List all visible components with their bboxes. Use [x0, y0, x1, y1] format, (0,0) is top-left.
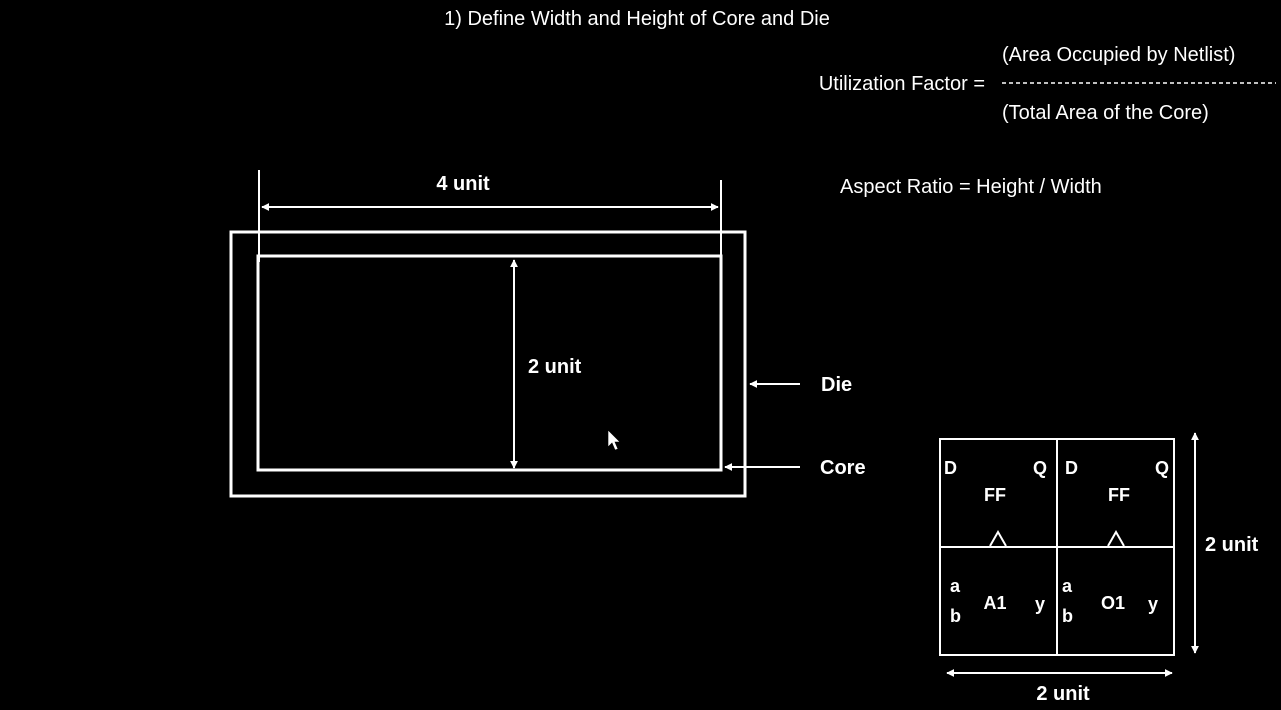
mouse-pointer-icon: [607, 429, 621, 451]
a1-input-a: a: [950, 576, 961, 596]
flip-flop-2: D Q FF: [1065, 458, 1169, 547]
a1-name: A1: [983, 593, 1006, 613]
aspect-ratio-formula: Aspect Ratio = Height / Width: [840, 176, 1102, 198]
ff1-d-pin: D: [944, 458, 957, 478]
o1-input-b: b: [1062, 606, 1073, 626]
ff1-name: FF: [984, 485, 1006, 505]
o1-name: O1: [1101, 593, 1125, 613]
a1-output-y: y: [1035, 594, 1045, 614]
utilization-denominator: (Total Area of the Core): [1002, 102, 1209, 124]
and-gate-a1: a b A1 y: [950, 576, 1045, 626]
ff1-q-pin: Q: [1033, 458, 1047, 478]
flip-flop-1: D Q FF: [944, 458, 1047, 547]
die-outline: [229, 230, 747, 498]
utilization-factor-label: Utilization Factor =: [819, 73, 985, 95]
ff2-name: FF: [1108, 485, 1130, 505]
ff2-d-pin: D: [1065, 458, 1078, 478]
core-height-label: 2 unit: [528, 356, 582, 378]
o1-input-a: a: [1062, 576, 1073, 596]
die-label: Die: [821, 374, 852, 396]
a1-input-b: b: [950, 606, 961, 626]
ff1-clock-icon: [989, 529, 1007, 547]
core-outline: [256, 254, 723, 472]
ff2-clock-icon: [1107, 529, 1125, 547]
core-width-label: 4 unit: [436, 173, 490, 195]
core-label: Core: [820, 457, 866, 479]
or-gate-o1: a b O1 y: [1062, 576, 1158, 626]
slide-title: 1) Define Width and Height of Core and D…: [444, 8, 830, 30]
netlist-height-label: 2 unit: [1205, 534, 1259, 556]
utilization-numerator: (Area Occupied by Netlist): [1002, 44, 1235, 66]
o1-output-y: y: [1148, 594, 1158, 614]
netlist-width-label: 2 unit: [1036, 683, 1090, 705]
ff2-q-pin: Q: [1155, 458, 1169, 478]
